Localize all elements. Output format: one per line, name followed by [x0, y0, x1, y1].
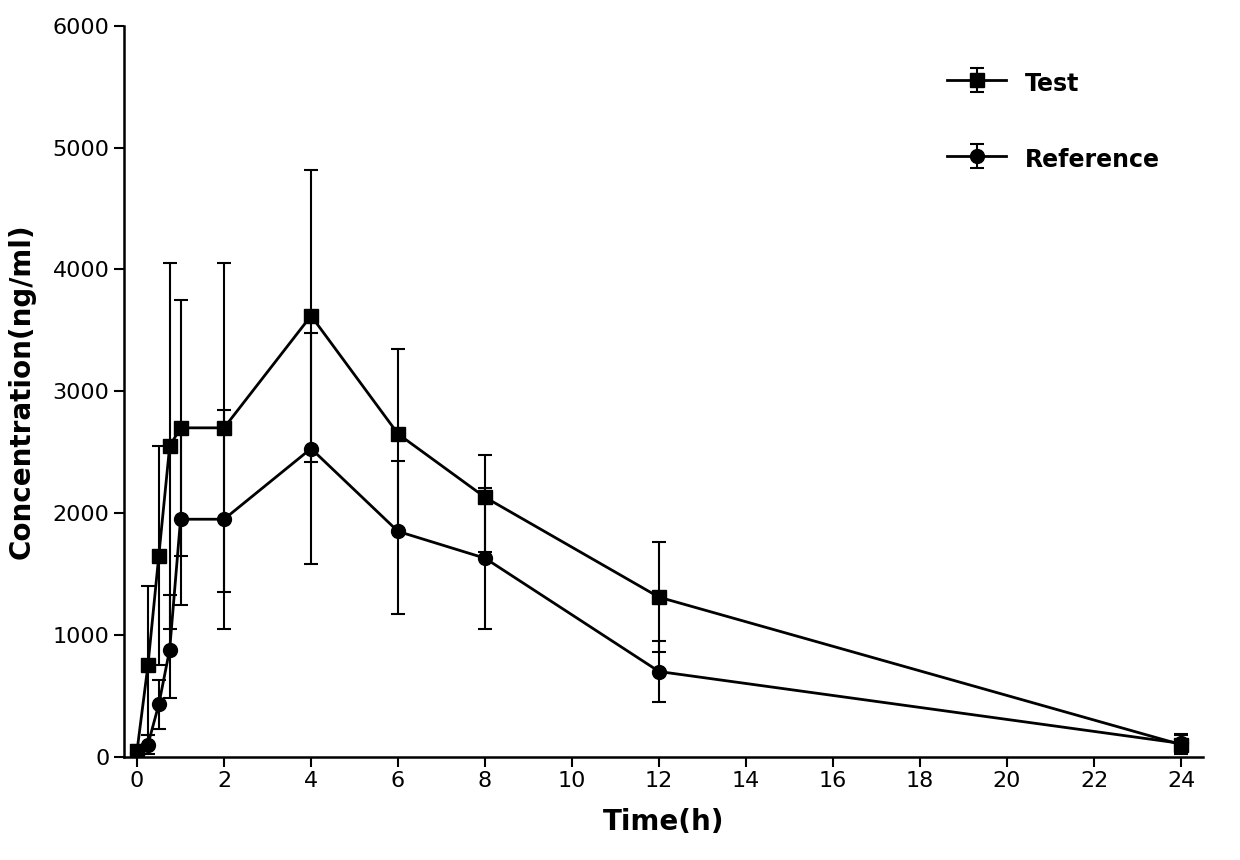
X-axis label: Time(h): Time(h)	[603, 808, 724, 836]
Y-axis label: Concentration(ng/ml): Concentration(ng/ml)	[7, 224, 36, 559]
Legend: Test, Reference: Test, Reference	[937, 59, 1169, 183]
